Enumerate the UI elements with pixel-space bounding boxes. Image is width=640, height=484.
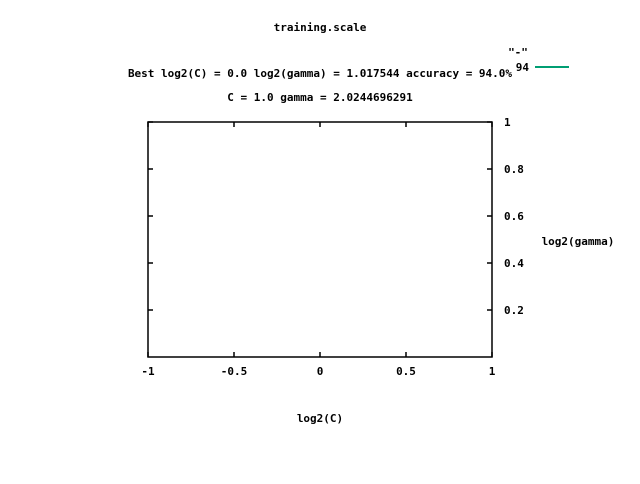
- legend-contour-label: 94: [516, 61, 530, 74]
- chart-title: training.scale: [274, 21, 367, 34]
- y-tick-label: 1: [504, 116, 511, 129]
- x-tick-label: 1: [489, 365, 496, 378]
- legend: "-" 94: [508, 46, 569, 74]
- x-axis: -1 -0.5 0 0.5 1: [141, 122, 496, 378]
- legend-series-name: "-": [508, 46, 528, 59]
- y-tick-label: 0.6: [504, 210, 524, 223]
- x-tick-label: 0.5: [396, 365, 416, 378]
- x-tick-label: -0.5: [221, 365, 248, 378]
- y-tick-label: 0.2: [504, 304, 524, 317]
- y-axis: 0.2 0.4 0.6 0.8 1: [148, 116, 524, 317]
- x-axis-label: log2(C): [297, 412, 343, 425]
- plot-frame: [147, 121, 493, 358]
- best-parameters-line: Best log2(C) = 0.0 log2(gamma) = 1.01754…: [128, 67, 512, 80]
- best-c-gamma-line: C = 1.0 gamma = 2.0244696291: [227, 91, 413, 104]
- y-tick-label: 0.8: [504, 163, 524, 176]
- y-tick-label: 0.4: [504, 257, 524, 270]
- x-tick-label: -1: [141, 365, 155, 378]
- x-tick-label: 0: [317, 365, 324, 378]
- y-axis-label: log2(gamma): [542, 235, 615, 248]
